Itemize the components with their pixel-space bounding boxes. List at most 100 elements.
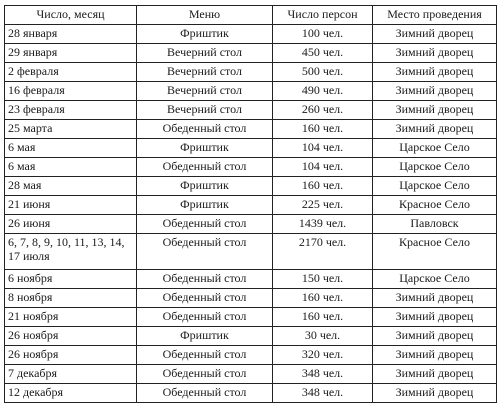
cell-venue: Царское Село: [372, 138, 497, 158]
cell-menu: Вечерний стол: [136, 81, 273, 101]
cell-menu: Вечерний стол: [136, 100, 273, 120]
cell-menu: Обеденный стол: [136, 157, 273, 177]
cell-date: 26 ноября: [4, 326, 137, 346]
cell-persons: 348 чел.: [272, 383, 373, 403]
cell-venue: Зимний дворец: [372, 345, 497, 365]
cell-menu: Фриштик: [136, 326, 273, 346]
cell-menu: Обеденный стол: [136, 269, 273, 289]
cell-venue: Зимний дворец: [372, 100, 497, 120]
cell-date: 12 декабря: [4, 383, 137, 403]
cell-venue: Зимний дворец: [372, 24, 497, 44]
cell-persons: 320 чел.: [272, 345, 373, 365]
cell-menu: Фриштик: [136, 24, 273, 44]
cell-persons: 150 чел.: [272, 269, 373, 289]
cell-venue: Зимний дворец: [372, 364, 497, 384]
cell-venue: Зимний дворец: [372, 288, 497, 308]
table-row: 25 марта Обеденный стол 160 чел. Зимний дво…: [4, 119, 497, 139]
cell-persons: 348 чел.: [272, 364, 373, 384]
table-row: 6 ноября Обеденный стол 150 чел. Царское Се…: [4, 269, 497, 289]
cell-persons: 490 чел.: [272, 81, 373, 101]
cell-date: 6, 7, 8, 9, 10, 11, 13, 14, 17 июля: [4, 233, 137, 270]
table-row: 28 января Фриштик 100 чел. Зимний дворец: [4, 24, 497, 44]
cell-persons: 450 чел.: [272, 43, 373, 63]
cell-date: 16 февраля: [4, 81, 137, 101]
cell-date: 21 июня: [4, 195, 137, 215]
table-body: 28 января Фриштик 100 чел. Зимний дворец 29 …: [4, 24, 497, 403]
cell-persons: 100 чел.: [272, 24, 373, 44]
cell-persons: 260 чел.: [272, 100, 373, 120]
table-row: 8 ноября Обеденный стол 160 чел. Зимний дво…: [4, 288, 497, 308]
cell-menu: Вечерний стол: [136, 62, 273, 82]
table-row: 29 января Вечерний стол 450 чел. Зимний дво…: [4, 43, 497, 63]
header-persons: Число персон: [272, 5, 373, 25]
table-row: 26 июня Обеденный стол 1439 чел. Павловск: [4, 214, 497, 234]
cell-venue: Павловск: [372, 214, 497, 234]
cell-persons: 1439 чел.: [272, 214, 373, 234]
cell-menu: Обеденный стол: [136, 383, 273, 403]
cell-menu: Обеденный стол: [136, 119, 273, 139]
cell-date: 2 февраля: [4, 62, 137, 82]
cell-venue: Красное Село: [372, 195, 497, 215]
cell-date: 21 ноября: [4, 307, 137, 327]
table-row: 6 мая Обеденный стол 104 чел. Царское Село: [4, 157, 497, 177]
header-date: Число, месяц: [4, 5, 137, 25]
table-row: 26 ноября Фриштик 30 чел. Зимний дворец: [4, 326, 497, 346]
table-row: 6 мая Фриштик 104 чел. Царское Село: [4, 138, 497, 158]
cell-date: 28 мая: [4, 176, 137, 196]
cell-date: 6 мая: [4, 157, 137, 177]
cell-venue: Зимний дворец: [372, 326, 497, 346]
cell-persons: 160 чел.: [272, 288, 373, 308]
table-row: 6, 7, 8, 9, 10, 11, 13, 14, 17 июля Обеде…: [4, 233, 497, 270]
cell-date: 6 мая: [4, 138, 137, 158]
table-row: 26 ноября Обеденный стол 320 чел. Зимний дв…: [4, 345, 497, 365]
cell-menu: Фриштик: [136, 138, 273, 158]
table-row: 21 ноября Обеденный стол 160 чел. Зимний дв…: [4, 307, 497, 327]
table-row: 2 февраля Вечерний стол 500 чел. Зимний дво…: [4, 62, 497, 82]
cell-menu: Обеденный стол: [136, 364, 273, 384]
cell-date: 28 января: [4, 24, 137, 44]
banquet-table: Число, месяц Меню Число персон Место про…: [4, 5, 497, 403]
cell-venue: Красное Село: [372, 233, 497, 270]
cell-persons: 104 чел.: [272, 138, 373, 158]
cell-date: 26 июня: [4, 214, 137, 234]
cell-menu: Фриштик: [136, 176, 273, 196]
table-row: 23 февраля Вечерний стол 260 чел. Зимний дв…: [4, 100, 497, 120]
cell-venue: Зимний дворец: [372, 307, 497, 327]
cell-date: 8 ноября: [4, 288, 137, 308]
cell-menu: Обеденный стол: [136, 288, 273, 308]
cell-venue: Зимний дворец: [372, 383, 497, 403]
cell-venue: Зимний дворец: [372, 119, 497, 139]
cell-venue: Зимний дворец: [372, 62, 497, 82]
cell-persons: 30 чел.: [272, 326, 373, 346]
cell-persons: 500 чел.: [272, 62, 373, 82]
cell-menu: Вечерний стол: [136, 43, 273, 63]
cell-date: 7 декабря: [4, 364, 137, 384]
cell-menu: Обеденный стол: [136, 214, 273, 234]
cell-venue: Царское Село: [372, 269, 497, 289]
header-row: Число, месяц Меню Число персон Место про…: [4, 5, 497, 25]
cell-persons: 2170 чел.: [272, 233, 373, 270]
table-container: Число, месяц Меню Число персон Место про…: [4, 5, 497, 403]
cell-venue: Зимний дворец: [372, 43, 497, 63]
cell-persons: 104 чел.: [272, 157, 373, 177]
cell-menu: Обеденный стол: [136, 345, 273, 365]
cell-date: 23 февраля: [4, 100, 137, 120]
cell-persons: 160 чел.: [272, 307, 373, 327]
table-row: 7 декабря Обеденный стол 348 чел. Зимний дв…: [4, 364, 497, 384]
cell-venue: Царское Село: [372, 176, 497, 196]
cell-date: 6 ноября: [4, 269, 137, 289]
cell-date: 29 января: [4, 43, 137, 63]
cell-persons: 225 чел.: [272, 195, 373, 215]
cell-menu: Фриштик: [136, 195, 273, 215]
cell-persons: 160 чел.: [272, 176, 373, 196]
cell-venue: Зимний дворец: [372, 81, 497, 101]
header-venue: Место проведения: [372, 5, 497, 25]
cell-menu: Обеденный стол: [136, 307, 273, 327]
cell-date: 25 марта: [4, 119, 137, 139]
table-row: 21 июня Фриштик 225 чел. Красное Село: [4, 195, 497, 215]
cell-venue: Царское Село: [372, 157, 497, 177]
table-row: 12 декабря Обеденный стол 348 чел. Зимний д…: [4, 383, 497, 403]
cell-menu: Обеденный стол: [136, 233, 273, 270]
table-row: 16 февраля Вечерний стол 490 чел. Зимний дв…: [4, 81, 497, 101]
table-row: 28 мая Фриштик 160 чел. Царское Село: [4, 176, 497, 196]
